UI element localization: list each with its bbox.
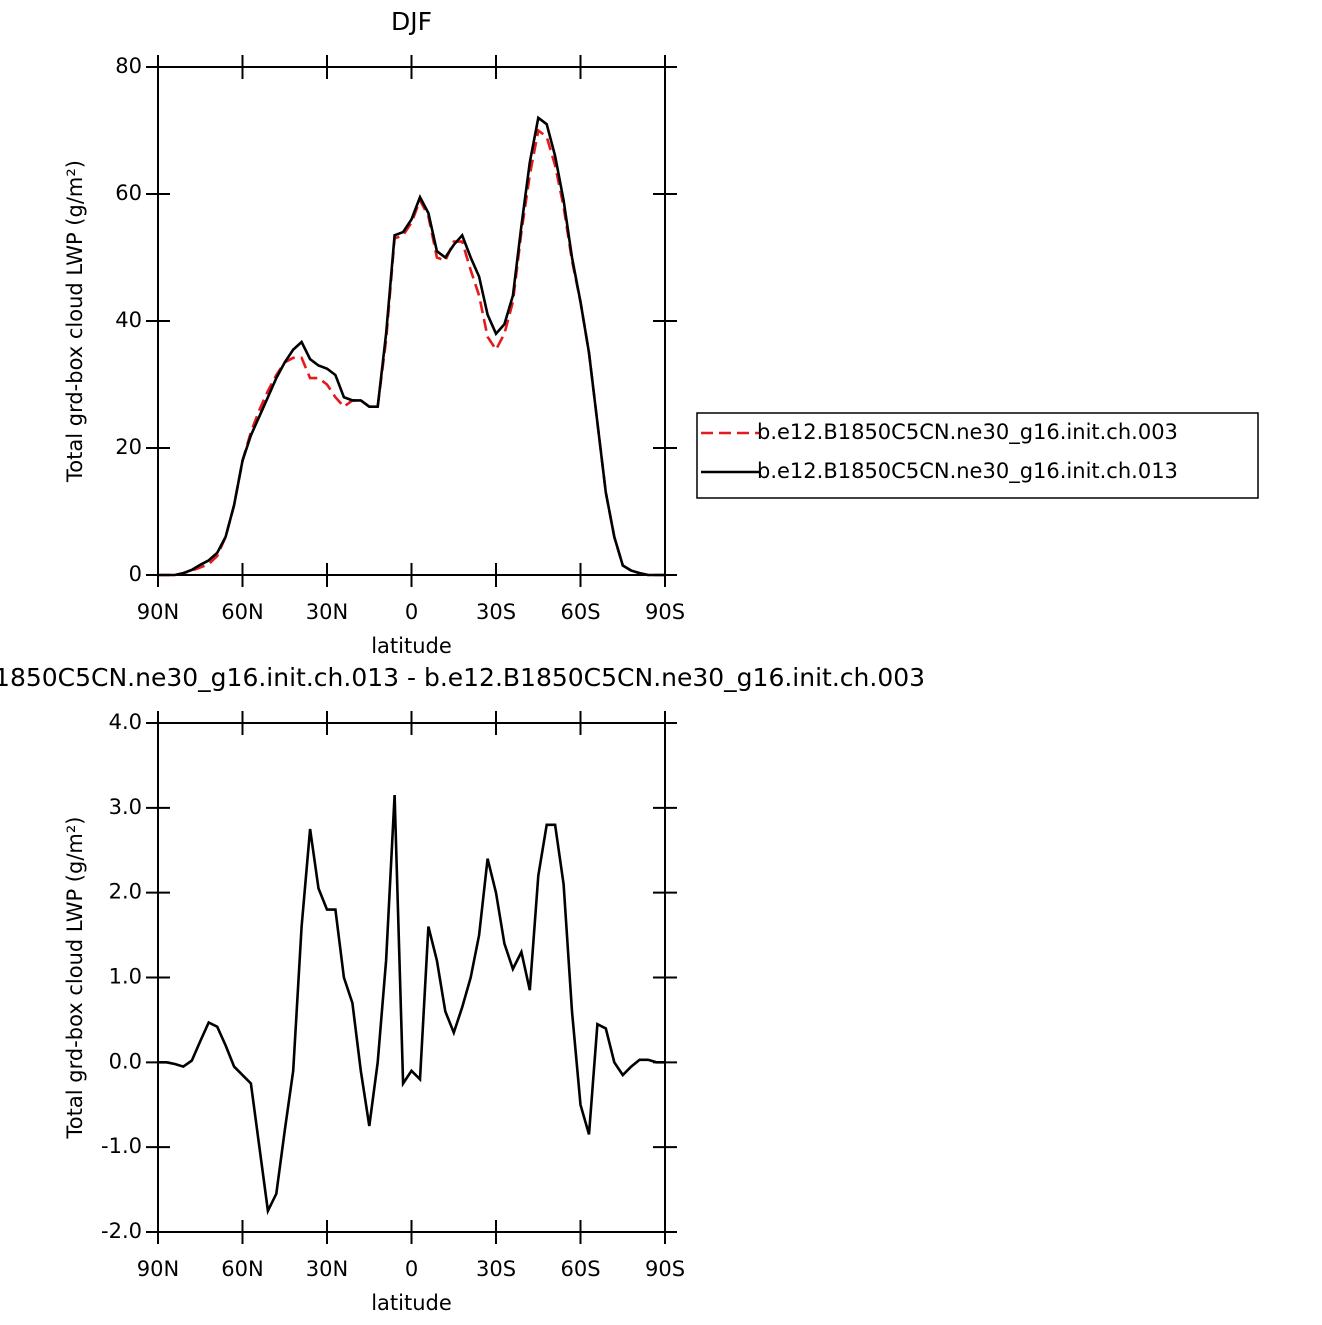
x-axis-label: latitude	[371, 634, 452, 658]
legend-frame	[696, 412, 1259, 499]
x-tick-label: 0	[405, 1257, 418, 1281]
x-tick-label: 90N	[137, 1257, 179, 1281]
x-tick-label: 60S	[560, 600, 600, 624]
x-tick-label: 60N	[221, 1257, 263, 1281]
y-tick-label: 2.0	[109, 880, 142, 904]
y-tick-label: 0.0	[109, 1049, 142, 1073]
x-tick-label: 90S	[645, 1257, 685, 1281]
y-tick-label: 80	[115, 54, 142, 78]
y-tick-label: -1.0	[101, 1134, 142, 1158]
y-axis-label: Total grd-box cloud LWP (g/m²)	[63, 160, 87, 483]
x-axis-label: latitude	[371, 1291, 452, 1315]
x-tick-label: 60N	[221, 600, 263, 624]
x-tick-label: 30N	[306, 600, 348, 624]
x-tick-label: 30N	[306, 1257, 348, 1281]
panel: DJF 0 20 40 60 80 90N 60N 30N 0 30S 60S 90S latitude T…	[63, 7, 1259, 658]
chart-title: DJF	[391, 7, 432, 36]
x-tick-label: 0	[405, 600, 418, 624]
y-tick-label: 60	[115, 181, 142, 205]
y-tick-label: 4.0	[109, 710, 142, 734]
x-tick-label: 90N	[137, 600, 179, 624]
legend-label: b.e12.B1850C5CN.ne30_g16.init.ch.013	[757, 459, 1178, 484]
y-axis-label: Total grd-box cloud LWP (g/m²)	[63, 817, 87, 1140]
panel: b.e12.B1850C5CN.ne30_g16.init.ch.013 - b…	[0, 663, 925, 1315]
series-line	[158, 795, 665, 1216]
y-tick-label: 3.0	[109, 795, 142, 819]
legend-label: b.e12.B1850C5CN.ne30_g16.init.ch.003	[757, 420, 1178, 445]
x-tick-label: 90S	[645, 600, 685, 624]
y-tick-label: 40	[115, 308, 142, 332]
plot-frame	[157, 722, 666, 1233]
y-tick-label: -2.0	[101, 1219, 142, 1243]
x-tick-label: 30S	[476, 1257, 516, 1281]
y-tick-label: 1.0	[109, 965, 142, 989]
x-tick-label: 30S	[476, 600, 516, 624]
y-tick-label: 0	[129, 562, 142, 586]
series-line	[158, 115, 665, 577]
y-tick-label: 20	[115, 435, 142, 459]
x-tick-label: 60S	[560, 1257, 600, 1281]
chart-title: b.e12.B1850C5CN.ne30_g16.init.ch.013 - b…	[0, 663, 925, 692]
